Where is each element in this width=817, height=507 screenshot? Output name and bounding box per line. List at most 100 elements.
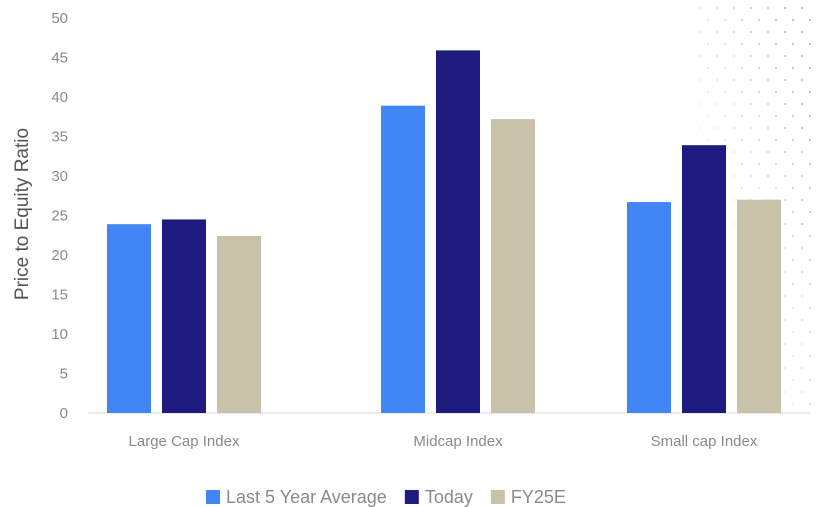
bar-today-2 bbox=[682, 145, 726, 413]
decor-dot bbox=[750, 7, 752, 9]
decor-dot bbox=[784, 271, 786, 273]
decor-dot bbox=[716, 127, 718, 129]
decor-dot bbox=[716, 31, 718, 33]
decor-dot bbox=[741, 43, 743, 45]
y-axis-label: Price to Equity Ratio bbox=[12, 128, 33, 300]
decor-dot bbox=[733, 319, 735, 321]
decor-dot bbox=[699, 103, 701, 105]
decor-dot bbox=[758, 163, 760, 165]
legend-label: Today bbox=[425, 487, 473, 507]
decor-dot bbox=[724, 139, 726, 141]
y-tick-label: 35 bbox=[51, 129, 68, 146]
decor-dot bbox=[767, 7, 769, 9]
decor-dot bbox=[784, 199, 786, 201]
decor-dot bbox=[741, 91, 743, 93]
decor-dot bbox=[792, 67, 794, 69]
decor-dot bbox=[809, 307, 811, 309]
decor-dot bbox=[733, 199, 735, 201]
decor-dot bbox=[792, 331, 794, 333]
decor-dot bbox=[809, 67, 811, 69]
decor-dot bbox=[809, 139, 811, 141]
decor-dot bbox=[733, 79, 735, 81]
decor-dot bbox=[784, 151, 786, 153]
decor-dot bbox=[775, 67, 777, 69]
decor-dot bbox=[707, 139, 709, 141]
y-tick-label: 40 bbox=[51, 89, 68, 106]
decor-dot bbox=[767, 175, 769, 177]
decor-dot bbox=[809, 403, 811, 405]
decor-dot bbox=[809, 19, 811, 21]
decor-dot bbox=[733, 247, 735, 249]
decor-dot bbox=[809, 43, 811, 45]
decor-dot bbox=[784, 79, 786, 81]
decor-dot bbox=[792, 307, 794, 309]
decor-dot bbox=[733, 55, 735, 57]
bar-fy25e-0 bbox=[217, 236, 261, 413]
decor-dot bbox=[707, 67, 709, 69]
decor-dot bbox=[784, 31, 786, 33]
decor-dot bbox=[792, 259, 794, 261]
decor-dot bbox=[801, 391, 803, 393]
decor-dot bbox=[792, 355, 794, 357]
decor-dot bbox=[741, 187, 743, 189]
decor-dot bbox=[792, 235, 794, 237]
decor-dot bbox=[733, 271, 735, 273]
decor-dot bbox=[784, 7, 786, 9]
decor-dot bbox=[767, 55, 769, 57]
decor-dot bbox=[758, 91, 760, 93]
bars bbox=[107, 50, 781, 414]
decor-dot bbox=[775, 187, 777, 189]
decor-dot bbox=[792, 43, 794, 45]
decor-dot bbox=[792, 211, 794, 213]
decor-dot bbox=[716, 103, 718, 105]
y-tick-label: 45 bbox=[51, 50, 68, 67]
x-category-label: Large Cap Index bbox=[129, 433, 240, 450]
decor-dot bbox=[741, 139, 743, 141]
decor-dot bbox=[758, 115, 760, 117]
bar-today-0 bbox=[162, 219, 206, 413]
decor-dot bbox=[724, 115, 726, 117]
decor-dot bbox=[792, 163, 794, 165]
decor-dot bbox=[784, 367, 786, 369]
decor-dot bbox=[801, 271, 803, 273]
decor-dot bbox=[741, 19, 743, 21]
decor-dot bbox=[724, 67, 726, 69]
y-tick-label: 5 bbox=[60, 366, 68, 383]
decor-dot bbox=[809, 379, 811, 381]
decor-dot bbox=[741, 115, 743, 117]
decor-dot bbox=[775, 139, 777, 141]
decor-dot bbox=[809, 187, 811, 189]
decor-dot bbox=[750, 151, 752, 153]
decor-dot bbox=[784, 319, 786, 321]
decor-dot bbox=[741, 163, 743, 165]
decor-dot bbox=[801, 223, 803, 225]
decor-dot bbox=[792, 139, 794, 141]
decor-dot bbox=[733, 31, 735, 33]
decor-dot bbox=[784, 127, 786, 129]
decor-dot bbox=[809, 115, 811, 117]
decor-dot bbox=[758, 43, 760, 45]
decor-dot bbox=[699, 7, 701, 9]
decor-dot bbox=[809, 91, 811, 93]
legend-swatch bbox=[490, 490, 505, 504]
y-tick-label: 15 bbox=[51, 287, 68, 304]
decor-dot bbox=[716, 79, 718, 81]
decor-dot bbox=[784, 391, 786, 393]
decor-dot bbox=[784, 343, 786, 345]
decor-dot bbox=[775, 43, 777, 45]
decor-dot bbox=[733, 367, 735, 369]
decor-dot bbox=[724, 19, 726, 21]
x-axis-categories: Large Cap Index Midcap Index Small cap Ind… bbox=[129, 433, 758, 450]
decor-dot bbox=[792, 115, 794, 117]
decor-dot bbox=[809, 283, 811, 285]
bar-last-5-year-average-0 bbox=[107, 224, 151, 413]
bar-last-5-year-average-2 bbox=[627, 202, 671, 413]
decor-dot bbox=[801, 127, 803, 129]
x-category-label: Midcap Index bbox=[413, 433, 503, 450]
decor-dot bbox=[733, 175, 735, 177]
decor-dot bbox=[792, 379, 794, 381]
decor-dot bbox=[733, 103, 735, 105]
decor-dot bbox=[758, 19, 760, 21]
decor-dot bbox=[699, 31, 701, 33]
